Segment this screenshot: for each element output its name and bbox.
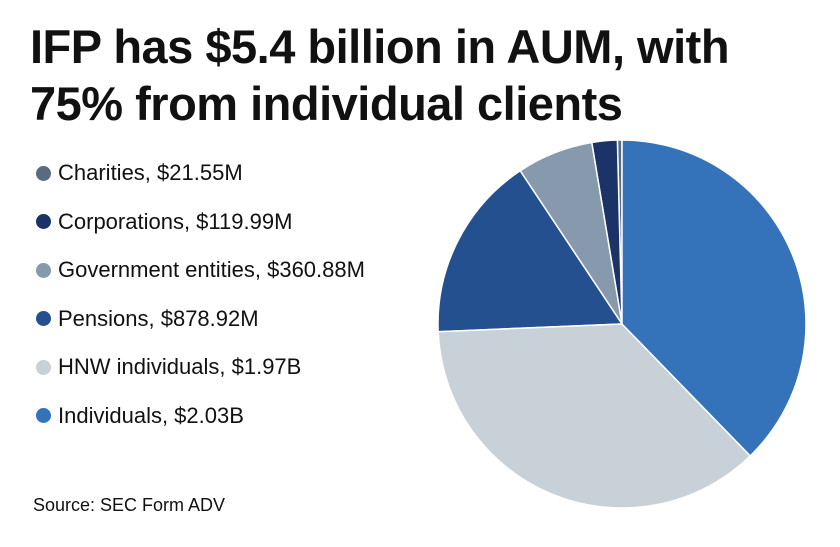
legend-swatch: [36, 359, 51, 375]
pie-chart: [437, 139, 807, 509]
legend-swatch: [36, 262, 51, 278]
source-note: Source: SEC Form ADV: [33, 495, 226, 515]
legend-label: HNW individuals, $1.97B: [58, 354, 302, 380]
legend-item: Government entities, $360.88M: [36, 246, 365, 295]
chart-title: IFP has $5.4 billion in AUM, with 75% fr…: [30, 20, 730, 130]
legend-swatch: [36, 408, 51, 424]
pie-slice-pensions: [437, 170, 623, 333]
legend-label: Government entities, $360.88M: [58, 257, 365, 283]
legend-swatch: [36, 214, 51, 230]
legend-swatch: [36, 311, 51, 327]
legend-item: Corporations, $119.99M: [36, 198, 365, 247]
legend-label: Pensions, $878.92M: [58, 305, 259, 331]
legend-item: Pensions, $878.92M: [36, 295, 365, 344]
legend-label: Corporations, $119.99M: [58, 208, 293, 234]
legend-swatch: [36, 165, 51, 181]
legend-label: Individuals, $2.03B: [58, 402, 244, 428]
legend-item: HNW individuals, $1.97B: [36, 343, 365, 392]
pie-slice-hnw-individuals: [437, 323, 752, 509]
legend-item: Individuals, $2.03B: [36, 392, 365, 441]
legend-item: Charities, $21.55M: [36, 149, 365, 198]
legend-label: Charities, $21.55M: [58, 160, 243, 186]
legend: Charities, $21.55M Corporations, $119.99M…: [36, 160, 365, 454]
pie-slice-individuals: [621, 139, 807, 457]
